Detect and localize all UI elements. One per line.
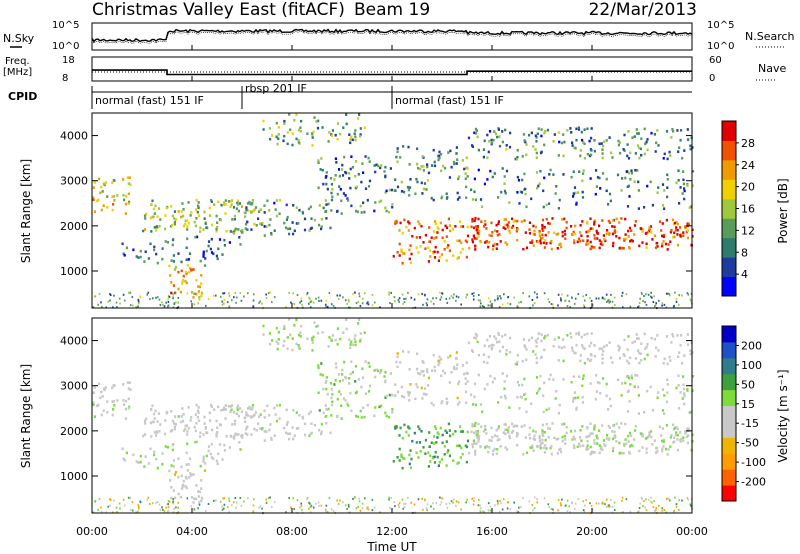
x-tick-label: 00:00 (676, 525, 708, 538)
nave-tick-top: 60 (709, 55, 722, 66)
frequency-line (92, 69, 692, 76)
velocity-ylabel: Slant Range [km] (19, 364, 33, 468)
x-tick-label: 04:00 (176, 525, 208, 538)
colorbar-tick-label: -50 (741, 437, 759, 450)
power-ylabel: Slant Range [km] (19, 159, 33, 263)
colorbar-tick-label: 200 (741, 339, 762, 352)
cpid-segment-2: rbsp 201 IF (245, 82, 307, 95)
velocity-colorbar: 200 100 50 15 -15 -50 -100 -200 (721, 325, 766, 502)
x-tick-label: 16:00 (476, 525, 508, 538)
colorbar-tick-label: -100 (741, 456, 766, 469)
cpid-label: CPID (8, 90, 37, 103)
freq-label: Freq. (5, 56, 30, 67)
y-tick-label: 2000 (60, 425, 88, 438)
freq-unit-label: [MHz] (3, 67, 32, 78)
nave-label: Nave (758, 62, 786, 75)
colorbar-tick-label: 8 (741, 246, 748, 259)
noise-tick-bottom-left: 10^0 (52, 41, 79, 52)
velocity-data (92, 318, 695, 515)
beam-label: Beam 19 (354, 0, 430, 20)
y-tick-label: 3000 (60, 175, 88, 188)
cpid-segment-3: normal (fast) 151 IF (395, 94, 504, 107)
y-tick-label: 1000 (60, 470, 88, 483)
frequency-series (92, 69, 692, 76)
y-tick-label: 2000 (60, 220, 88, 233)
y-tick-label: 1000 (60, 265, 88, 278)
colorbar-tick-label: 15 (741, 398, 755, 411)
y-tick-label: 4000 (60, 335, 88, 348)
cpid-segment-1: normal (fast) 151 IF (95, 94, 204, 107)
noise-tick-bottom-right: 10^0 (707, 41, 734, 52)
x-tick-label: 08:00 (276, 525, 308, 538)
power-colorbar: 28 24 20 16 12 8 4 (721, 120, 755, 297)
colorbar-tick-label: 12 (741, 224, 755, 237)
noise-tick-top-left: 10^5 (52, 20, 79, 31)
freq-tick-bottom: 8 (62, 73, 68, 84)
colorbar-tick-label: 100 (741, 359, 762, 372)
noise-panel: N.Sky N.Search 10^5 10^0 10^5 10^0 (3, 20, 795, 52)
colorbar-tick-label: 16 (741, 203, 755, 216)
power-cbar-label: Power [dB] (776, 178, 790, 243)
x-tick-label: 12:00 (376, 525, 408, 538)
colorbar-tick-label: 50 (741, 378, 755, 391)
noise-series (91, 28, 693, 44)
time-x-axis: 00:00 04:00 08:00 12:00 16:00 20:00 00:00 (76, 45, 708, 538)
colorbar-tick-label: 24 (741, 159, 755, 172)
noise-tick-top-right: 10^5 (707, 20, 734, 31)
x-tick-label: 00:00 (76, 525, 108, 538)
nsearch-line (91, 31, 693, 44)
velocity-y-axis: 1000 2000 3000 4000 (60, 335, 692, 483)
colorbar-tick-label: 20 (741, 181, 755, 194)
date-label: 22/Mar/2013 (589, 0, 697, 20)
y-tick-label: 4000 (60, 130, 88, 143)
nave-tick-bottom: 0 (709, 73, 715, 84)
colorbar-tick-label: 28 (741, 137, 755, 150)
freq-tick-top: 18 (62, 55, 75, 66)
nsky-line (91, 28, 693, 43)
plot-title: Christmas Valley East (fitACF) (92, 0, 345, 20)
y-tick-label: 3000 (60, 380, 88, 393)
colorbar-tick-label: 4 (741, 268, 748, 281)
frequency-panel: Freq. [MHz] Nave 18 8 60 0 (3, 55, 786, 84)
nsearch-label: N.Search (745, 30, 795, 43)
x-axis-label: Time UT (366, 540, 417, 554)
colorbar-tick-label: -15 (741, 417, 759, 430)
nsky-label: N.Sky (3, 32, 35, 45)
velocity-panel: 1000 2000 3000 4000 Slant Range [km] 200 100… (19, 317, 790, 515)
colorbar-tick-label: -200 (741, 476, 766, 489)
x-tick-label: 20:00 (576, 525, 608, 538)
cpid-panel: CPID normal (fast) 151 IF rbsp 201 IF no… (8, 82, 692, 109)
velocity-cbar-label: Velocity [m s⁻¹] (776, 369, 790, 462)
power-data (92, 113, 695, 310)
power-y-axis: 1000 2000 3000 4000 (60, 130, 692, 278)
power-panel: 1000 2000 3000 4000 Slant Range [km] 28 24 20… (19, 112, 790, 310)
